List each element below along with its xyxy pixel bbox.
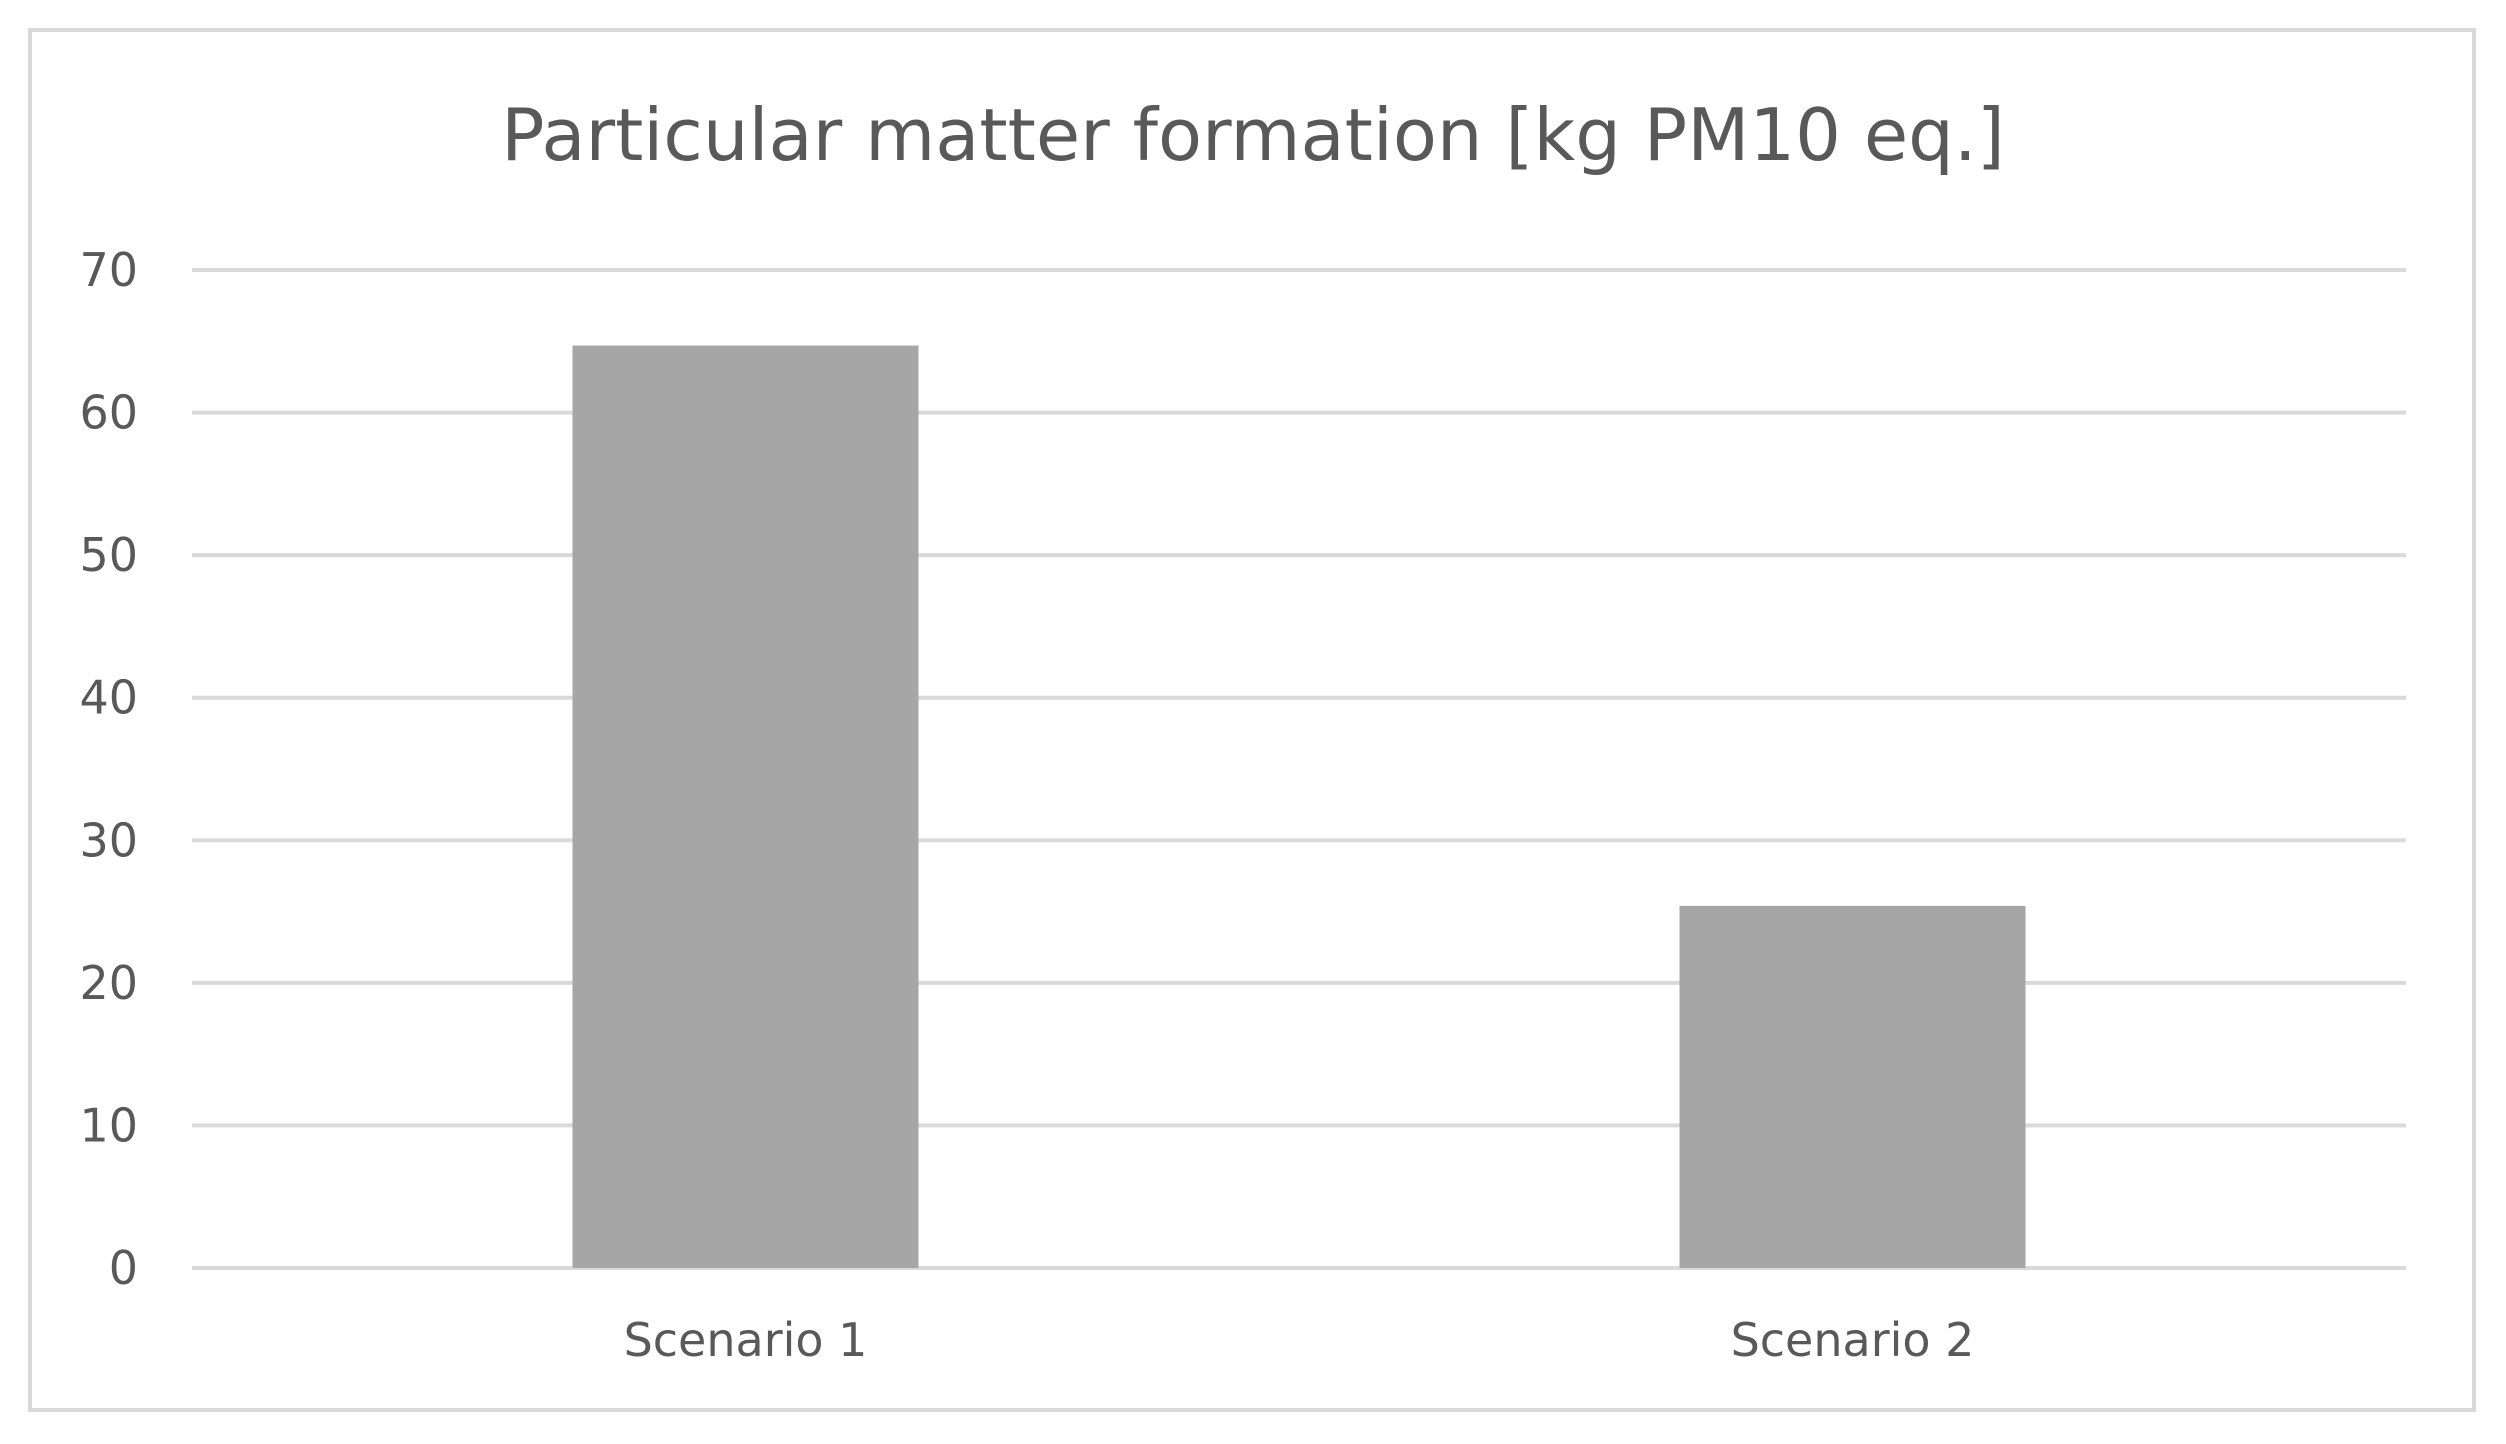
y-tick-label: 60 (79, 386, 138, 440)
y-tick-label: 0 (109, 1241, 138, 1295)
bar-2 (1679, 905, 2026, 1268)
y-tick-label: 20 (79, 956, 138, 1010)
chart-frame (28, 28, 2476, 1412)
y-tick-label: 40 (79, 671, 138, 725)
chart-title: Particular matter formation [kg PM10 eq.… (501, 93, 2005, 177)
y-tick-label: 10 (79, 1098, 138, 1152)
y-tick-label: 50 (79, 528, 138, 582)
y-axis-ticks: 0 10 20 30 40 50 60 70 (79, 243, 138, 1295)
x-category-label: Scenario 2 (1731, 1313, 1975, 1367)
y-tick-label: 30 (79, 813, 138, 867)
bars (572, 345, 2026, 1268)
y-tick-label: 70 (79, 243, 138, 297)
gridlines (192, 268, 2406, 1270)
bar-1 (572, 345, 919, 1268)
x-category-label: Scenario 1 (624, 1313, 868, 1367)
x-axis-categories: Scenario 1 Scenario 2 (624, 1313, 1975, 1367)
